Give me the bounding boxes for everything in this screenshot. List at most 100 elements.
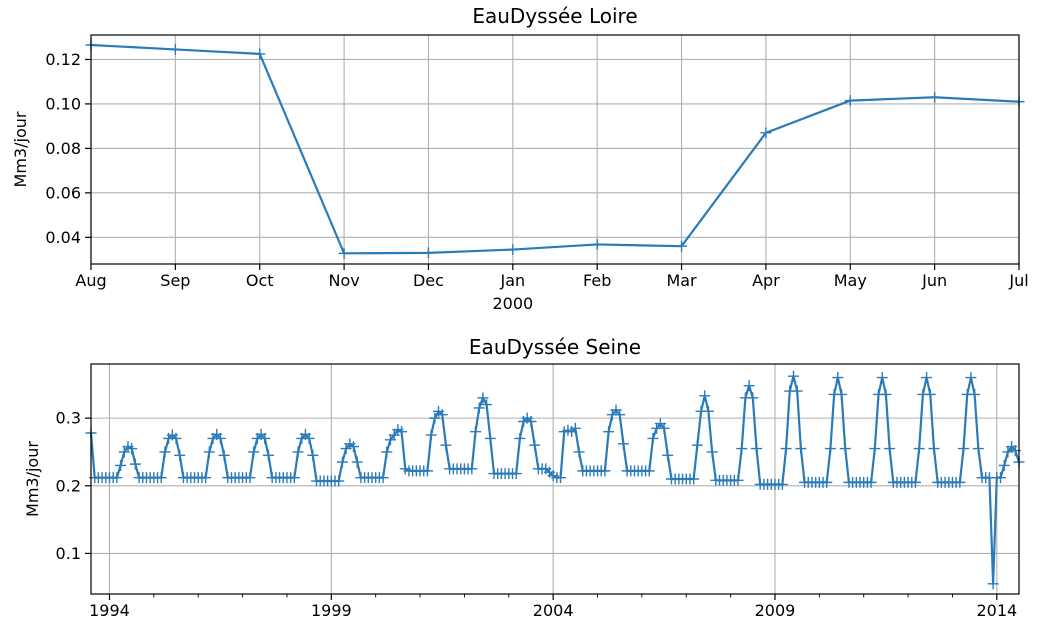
data-point: [617, 438, 629, 450]
data-point: [691, 439, 703, 451]
data-point: [484, 432, 496, 444]
data-point: [200, 472, 212, 484]
data-point: [218, 449, 230, 461]
data-point: [292, 446, 304, 458]
data-point: [880, 388, 892, 400]
data-point: [170, 432, 182, 444]
data-point: [603, 426, 615, 438]
chart-title: EauDyssée Seine: [469, 335, 641, 359]
data-point: [507, 244, 519, 256]
data-point: [958, 443, 970, 455]
y-axis-label: Mm3/jour: [23, 441, 42, 517]
data-point: [377, 472, 389, 484]
data-point: [288, 472, 300, 484]
data-point: [839, 443, 851, 455]
y-tick-label: 0.1: [56, 544, 81, 563]
x-tick-label: 2009: [755, 601, 796, 620]
data-point: [836, 388, 848, 400]
y-tick-label: 0.08: [45, 139, 81, 158]
data-point: [425, 429, 437, 441]
data-point: [865, 476, 877, 488]
loire-chart: EauDyssée Loire Mm3/jour 0.04 0.06 0.08 0.10 0…: [11, 4, 1029, 313]
x-tick-label: Apr: [752, 271, 780, 290]
data-point: [477, 392, 489, 404]
x-tick-sublabel: 2000: [492, 294, 533, 313]
data-point: [396, 426, 408, 438]
data-point: [159, 446, 171, 458]
data-point: [795, 443, 807, 455]
data-point: [174, 449, 186, 461]
data-point: [440, 439, 452, 451]
series-line: [89, 375, 1021, 585]
data-point: [429, 412, 441, 424]
data-point: [884, 443, 896, 455]
data-point: [481, 399, 493, 411]
data-point: [129, 458, 141, 470]
x-tick-label: 2004: [533, 601, 574, 620]
data-point: [259, 432, 271, 444]
data-point: [381, 446, 393, 458]
data-point: [869, 443, 881, 455]
axes-frame: [90, 34, 1020, 265]
data-point: [514, 432, 526, 444]
data-point: [614, 409, 626, 421]
data-point: [115, 459, 127, 471]
x-tick-label: May: [834, 271, 867, 290]
data-point: [787, 370, 799, 382]
axes-frame: [90, 363, 1020, 595]
data-point: [307, 449, 319, 461]
x-tick-label: Oct: [246, 271, 274, 290]
data-point: [203, 446, 215, 458]
data-point: [529, 439, 541, 451]
data-point: [791, 385, 803, 397]
data-point: [470, 426, 482, 438]
data-point: [965, 372, 977, 384]
data-point: [776, 478, 788, 490]
data-point: [750, 443, 762, 455]
data-point: [111, 472, 123, 484]
series-line: [90, 43, 1020, 255]
x-tick-label: 1999: [311, 601, 352, 620]
data-point: [928, 443, 940, 455]
y-tick-label: 0.12: [45, 50, 81, 69]
data-point: [244, 472, 256, 484]
data-point: [169, 43, 181, 55]
data-point: [924, 388, 936, 400]
data-point: [525, 416, 537, 427]
data-point: [954, 476, 966, 488]
data-point: [333, 475, 345, 487]
data-point: [569, 422, 581, 434]
data-point: [780, 443, 792, 455]
data-point: [706, 446, 718, 458]
y-tick-label: 0.2: [56, 476, 81, 495]
data-point: [647, 432, 659, 444]
data-point: [736, 443, 748, 455]
data-point: [466, 463, 478, 475]
seine-chart: EauDyssée Seine Mm3/jour 0.1 0.2 0.3 1994 1999…: [23, 335, 1025, 620]
data-point: [747, 392, 759, 404]
data-point: [555, 472, 567, 484]
data-point: [929, 91, 941, 103]
data-point: [248, 446, 260, 458]
x-tick-label: Jan: [499, 271, 525, 290]
y-tick-label: 0.10: [45, 94, 81, 113]
data-point: [303, 432, 315, 444]
data-point: [351, 456, 363, 468]
data-point: [214, 432, 226, 444]
data-point: [821, 476, 833, 488]
data-point: [676, 240, 688, 252]
data-point: [760, 127, 772, 139]
data-point: [732, 474, 744, 486]
data-point: [662, 449, 674, 461]
data-point: [998, 459, 1010, 471]
x-tick-label: Feb: [583, 271, 611, 290]
data-point: [972, 443, 984, 455]
data-point: [876, 372, 888, 384]
data-point: [338, 247, 350, 259]
data-point: [422, 247, 434, 259]
data-point: [969, 388, 981, 400]
data-point: [262, 449, 274, 461]
data-point: [743, 380, 755, 392]
data-point: [599, 465, 611, 477]
x-tick-label: Jul: [1008, 271, 1028, 290]
